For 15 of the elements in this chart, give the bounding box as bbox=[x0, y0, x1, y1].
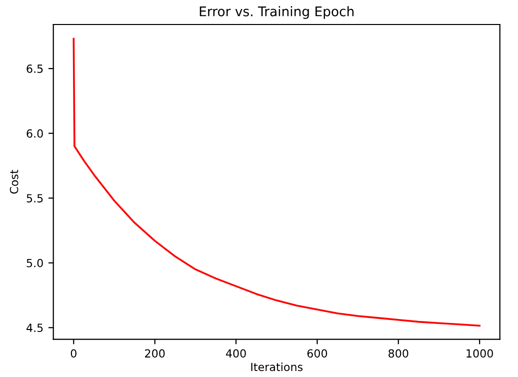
x-tick-label: 800 bbox=[388, 349, 408, 358]
x-tick-label: 400 bbox=[226, 349, 246, 358]
y-tick-label: 6.5 bbox=[26, 64, 43, 73]
y-tick-label: 5.0 bbox=[26, 258, 43, 268]
y-axis-title: Cost bbox=[10, 170, 18, 194]
x-tick-label: 1000 bbox=[466, 349, 493, 358]
chart-title: Error vs. Training Epoch bbox=[200, 6, 354, 19]
x-tick-label: 0 bbox=[70, 349, 76, 358]
y-tick-label: 5.5 bbox=[26, 194, 43, 202]
y-tick-label: 6.0 bbox=[26, 129, 43, 138]
y-tick-label: 4.5 bbox=[26, 324, 43, 332]
x-tick-label: 200 bbox=[145, 349, 165, 358]
x-tick-label: 600 bbox=[307, 349, 328, 358]
x-axis-title: Iterations bbox=[251, 362, 303, 372]
line-series bbox=[72, 38, 480, 327]
